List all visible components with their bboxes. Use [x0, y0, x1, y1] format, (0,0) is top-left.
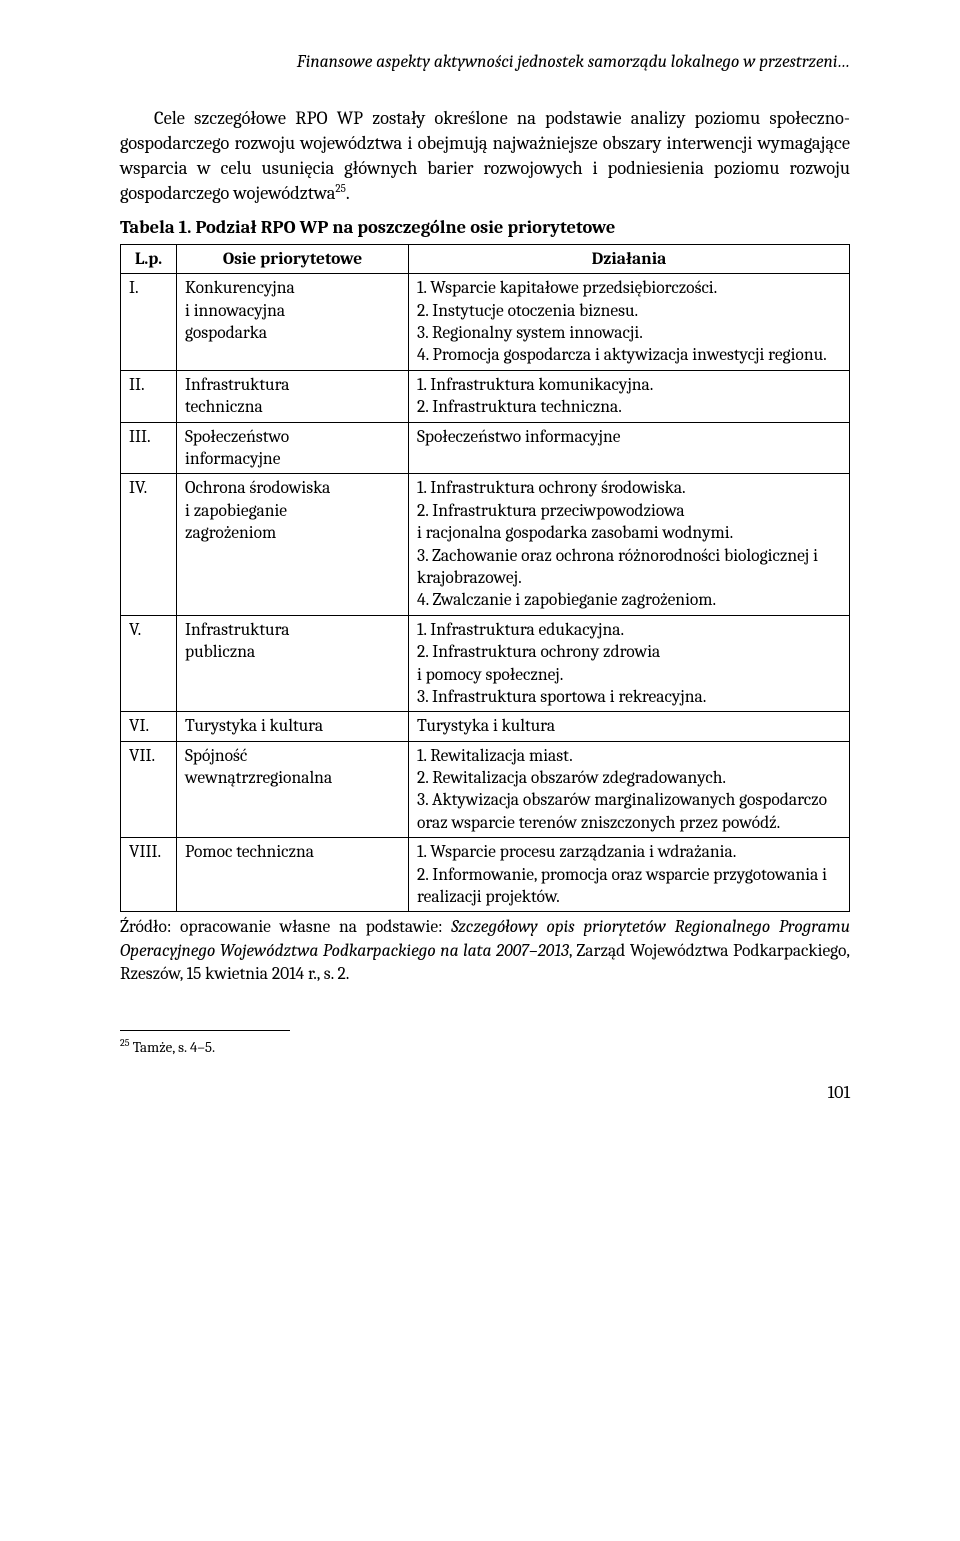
cell-dzialania: Społeczeństwo informacyjne — [409, 422, 850, 474]
table-row: VII.Spójność wewnątrzregionalna1. Rewita… — [121, 741, 850, 838]
cell-lp: II. — [121, 370, 177, 422]
cell-dzialania: 1. Infrastruktura komunikacyjna. 2. Infr… — [409, 370, 850, 422]
rpo-table: L.p. Osie priorytetowe Działania I.Konku… — [120, 244, 850, 913]
header-dzialania: Działania — [409, 244, 850, 273]
cell-dzialania: 1. Wsparcie procesu zarządzania i wdraża… — [409, 838, 850, 912]
intro-paragraph-text: Cele szczegółowe RPO WP zostały określon… — [120, 107, 850, 204]
cell-osie: Pomoc techniczna — [177, 838, 409, 912]
cell-dzialania: 1. Wsparcie kapitałowe przedsiębiorczośc… — [409, 274, 850, 371]
header-lp: L.p. — [121, 244, 177, 273]
table-row: II.Infrastruktura techniczna1. Infrastru… — [121, 370, 850, 422]
table-caption: Tabela 1. Podział RPO WP na poszczególne… — [120, 216, 850, 238]
footnote: 25 Tamże, s. 4–5. — [120, 1037, 850, 1056]
table-header-row: L.p. Osie priorytetowe Działania — [121, 244, 850, 273]
cell-osie: Konkurencyjna i innowacyjna gospodarka — [177, 274, 409, 371]
cell-dzialania: 1. Infrastruktura edukacyjna. 2. Infrast… — [409, 615, 850, 712]
cell-dzialania: 1. Infrastruktura ochrony środowiska. 2.… — [409, 474, 850, 615]
cell-osie: Społeczeństwo informacyjne — [177, 422, 409, 474]
table-row: VIII.Pomoc techniczna1. Wsparcie procesu… — [121, 838, 850, 912]
cell-osie: Turystyka i kultura — [177, 712, 409, 741]
cell-lp: VIII. — [121, 838, 177, 912]
footnote-ref: 25 — [335, 182, 345, 195]
running-head: Finansowe aspekty aktywności jednostek s… — [120, 52, 850, 72]
source-pre: Źródło: opracowanie własne na podstawie: — [120, 917, 451, 937]
cell-dzialania: 1. Rewitalizacja miast. 2. Rewitalizacja… — [409, 741, 850, 838]
page-number: 101 — [120, 1082, 850, 1103]
cell-lp: VI. — [121, 712, 177, 741]
intro-paragraph-post: . — [346, 182, 350, 204]
cell-dzialania: Turystyka i kultura — [409, 712, 850, 741]
intro-paragraph: Cele szczegółowe RPO WP zostały określon… — [120, 106, 850, 206]
table-row: VI.Turystyka i kulturaTurystyka i kultur… — [121, 712, 850, 741]
cell-lp: IV. — [121, 474, 177, 615]
cell-osie: Ochrona środowiska i zapobieganie zagroż… — [177, 474, 409, 615]
cell-lp: V. — [121, 615, 177, 712]
cell-osie: Infrastruktura techniczna — [177, 370, 409, 422]
header-osie: Osie priorytetowe — [177, 244, 409, 273]
table-source: Źródło: opracowanie własne na podstawie:… — [120, 916, 850, 985]
cell-osie: Infrastruktura publiczna — [177, 615, 409, 712]
table-row: III.Społeczeństwo informacyjneSpołeczeńs… — [121, 422, 850, 474]
footnote-rule — [120, 1030, 290, 1031]
cell-osie: Spójność wewnątrzregionalna — [177, 741, 409, 838]
table-row: I.Konkurencyjna i innowacyjna gospodarka… — [121, 274, 850, 371]
cell-lp: III. — [121, 422, 177, 474]
table-row: V.Infrastruktura publiczna1. Infrastrukt… — [121, 615, 850, 712]
cell-lp: I. — [121, 274, 177, 371]
table-row: IV.Ochrona środowiska i zapobieganie zag… — [121, 474, 850, 615]
cell-lp: VII. — [121, 741, 177, 838]
footnote-text: Tamże, s. 4–5. — [129, 1038, 215, 1056]
